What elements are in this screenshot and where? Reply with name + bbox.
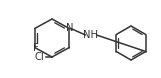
Text: N: N (66, 23, 73, 33)
Text: Cl: Cl (34, 52, 44, 62)
Text: F: F (33, 43, 38, 53)
Text: NH: NH (84, 30, 99, 40)
